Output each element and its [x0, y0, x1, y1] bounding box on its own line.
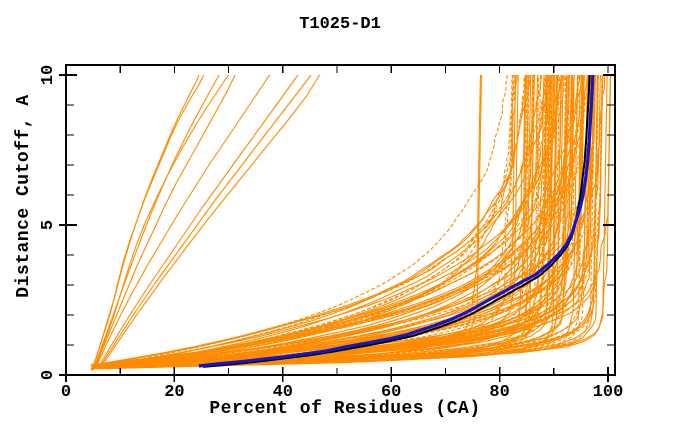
reference-model-curve	[203, 74, 591, 368]
model-ensemble-curves	[90, 74, 612, 370]
model-curve	[109, 74, 553, 367]
model-curve	[113, 74, 547, 366]
model-curve	[94, 74, 539, 369]
model-curve	[112, 74, 516, 369]
model-curve	[100, 74, 559, 370]
model-curve	[112, 74, 514, 366]
model-curve	[100, 74, 552, 368]
model-curve	[107, 74, 575, 368]
outlier-model-curve	[93, 74, 236, 370]
model-curve	[94, 74, 562, 367]
model-curve	[108, 74, 530, 366]
x-tick-label: 40	[273, 383, 293, 402]
model-curve	[90, 74, 612, 370]
model-curve	[95, 74, 588, 369]
reference-model-curve	[203, 74, 591, 368]
model-curve	[112, 74, 540, 367]
model-curve	[101, 74, 580, 368]
outlier-model-curves	[90, 74, 321, 371]
model-curve	[103, 74, 551, 367]
model-curve	[114, 74, 535, 366]
model-curve	[100, 74, 546, 369]
outlier-model-curve	[92, 74, 230, 371]
outlier-model-curve	[94, 74, 271, 370]
model-curve	[99, 74, 542, 368]
y-tick-label: 10	[39, 65, 58, 85]
highlight-model-curve	[198, 74, 595, 368]
y-tick-label: 5	[39, 220, 58, 230]
x-tick-label: 80	[489, 383, 509, 402]
model-curve	[103, 74, 584, 368]
model-curve	[111, 74, 549, 368]
highlight-model-curve	[198, 74, 595, 368]
model-curve	[98, 74, 559, 369]
model-curve	[95, 74, 532, 368]
model-curve	[100, 74, 596, 368]
x-axis-label: Percent of Residues (CA)	[209, 399, 480, 419]
model-curve	[90, 74, 513, 370]
model-curve	[105, 74, 599, 368]
model-curve	[100, 74, 566, 370]
y-tick-label: 0	[39, 370, 58, 380]
tick-labels: 0 20 40 60 80 100 0 5 10	[39, 65, 623, 402]
model-curve	[95, 74, 536, 367]
model-curve	[98, 74, 526, 367]
model-curve	[111, 74, 548, 368]
model-curve	[90, 74, 573, 366]
model-curve	[103, 74, 555, 369]
x-tick-label: 20	[164, 383, 184, 402]
model-curve	[98, 74, 585, 367]
model-curve	[103, 74, 483, 368]
outlier-model-curve	[92, 74, 220, 370]
x-tick-label: 60	[381, 383, 401, 402]
x-tick-label: 100	[593, 383, 624, 402]
model-curve	[107, 74, 558, 367]
model-curve	[94, 74, 519, 366]
model-curve	[92, 74, 528, 370]
outlier-model-curve	[99, 74, 321, 370]
model-curve	[113, 74, 595, 369]
model-curve	[98, 74, 545, 369]
model-curve	[116, 74, 608, 366]
model-curve	[106, 74, 508, 367]
x-tick-label: 0	[61, 383, 71, 402]
model-curve	[101, 74, 603, 369]
outlier-model-curve	[96, 74, 299, 370]
plot-frame	[65, 64, 616, 376]
axis-ticks	[59, 65, 615, 382]
outlier-model-curve	[98, 74, 312, 370]
model-curve	[95, 74, 583, 368]
model-curve	[99, 74, 534, 370]
model-curve	[97, 74, 568, 367]
model-curve	[92, 74, 575, 368]
model-curve	[98, 74, 585, 369]
outlier-model-curve	[90, 74, 200, 371]
model-curve	[101, 74, 482, 369]
model-curve	[103, 74, 516, 369]
chart-title: T1025-D1	[299, 15, 381, 34]
y-axis-label: Distance Cutoff, A	[14, 94, 34, 297]
model-curve	[105, 74, 567, 369]
